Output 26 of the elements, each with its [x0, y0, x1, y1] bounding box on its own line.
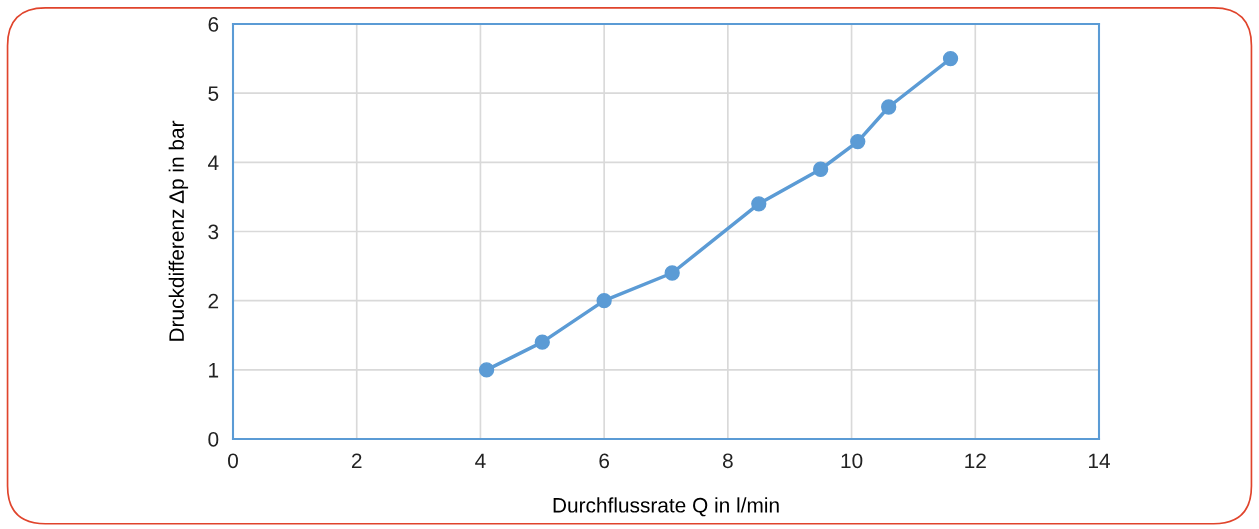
- y-tick-label: 1: [209, 363, 219, 378]
- x-tick-label: 4: [475, 453, 486, 468]
- y-tick-label: 0: [208, 432, 219, 447]
- x-tick-label: 8: [722, 453, 733, 469]
- y-tick-label: 3: [208, 224, 219, 240]
- y-tick-label: 4: [208, 155, 219, 170]
- point: [813, 161, 829, 177]
- point: [596, 293, 612, 309]
- point: [751, 196, 767, 212]
- x-tick-label: 10: [841, 453, 863, 469]
- point: [478, 362, 495, 378]
- y-axis-title: Druckdifferenz Δp in bar: [168, 120, 189, 341]
- point: [534, 334, 550, 350]
- point: [850, 133, 866, 150]
- x-tick-label: 0: [228, 453, 238, 469]
- x-tick-label: 6: [599, 453, 610, 469]
- x-axis-title: Durchflussrate Q in l/min: [553, 497, 779, 517]
- point: [942, 50, 959, 67]
- y-tick-label: 6: [208, 17, 219, 32]
- point: [664, 265, 680, 281]
- x-tick-label: 2: [351, 453, 362, 468]
- y-tick-label: 2: [208, 293, 219, 309]
- x-tick-label: 14: [1089, 453, 1110, 468]
- point: [881, 99, 897, 115]
- y-tick-label: 5: [208, 86, 219, 101]
- x-tick-label: 12: [965, 453, 986, 468]
